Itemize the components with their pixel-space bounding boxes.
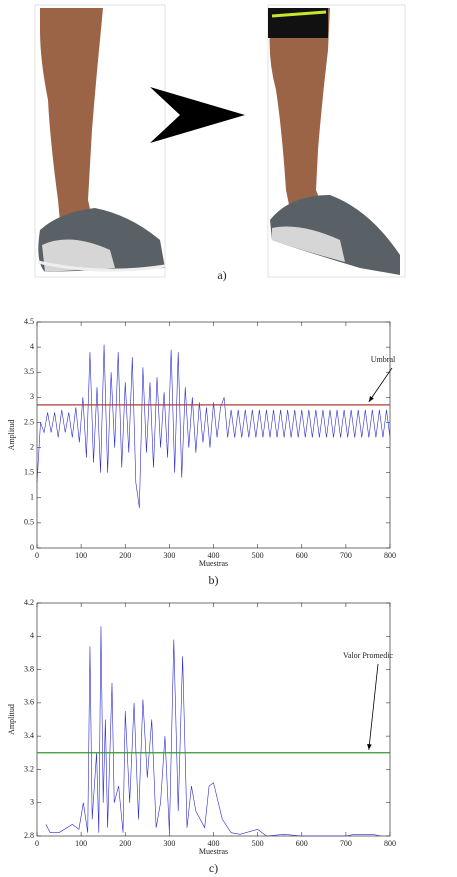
photo-after (267, 4, 406, 278)
y-tick-label: 2.8 (24, 831, 34, 840)
y-tick-label: 0 (30, 543, 34, 552)
y-tick-label: 2 (30, 442, 34, 451)
x-tick-label: 300 (163, 839, 175, 848)
plot-frame (36, 602, 391, 837)
x-tick-label: 500 (252, 551, 264, 560)
arrow (150, 87, 245, 143)
y-tick-label: 3.2 (24, 764, 34, 773)
panel-caption: b) (209, 573, 219, 587)
y-tick-label: 4.5 (24, 317, 34, 326)
y-axis-label: Amplitud (7, 704, 16, 735)
x-tick-label: 0 (35, 551, 39, 560)
x-tick-label: 300 (163, 551, 175, 560)
x-tick-label: 700 (340, 839, 352, 848)
x-tick-label: 600 (296, 551, 308, 560)
y-axis-label: Amplitud (7, 420, 16, 451)
y-tick-label: 3.8 (24, 664, 34, 673)
x-tick-label: 700 (340, 551, 352, 560)
annotation: Valor Promedic (343, 651, 393, 660)
annotation-arrow (368, 663, 379, 750)
x-tick-label: 0 (35, 839, 39, 848)
x-tick-label: 200 (119, 839, 131, 848)
y-tick-label: 1 (30, 493, 34, 502)
panel-caption: c) (209, 861, 218, 875)
x-tick-label: 800 (384, 551, 396, 560)
y-tick-label: 2.5 (24, 417, 34, 426)
y-tick-label: 3.5 (24, 367, 34, 376)
x-axis-label: Muestras (199, 847, 228, 856)
panel-caption: a) (217, 268, 226, 282)
x-tick-label: 400 (208, 839, 220, 848)
annotation-arrowhead (367, 744, 372, 750)
plot-frame (36, 321, 391, 549)
y-tick-label: 3 (30, 798, 34, 807)
y-tick-label: 3.4 (24, 731, 34, 740)
y-tick-label: 1.5 (24, 467, 34, 476)
photo-before (34, 4, 166, 278)
x-tick-label: 500 (252, 839, 264, 848)
x-tick-label: 400 (208, 551, 220, 560)
y-tick-label: 4.2 (24, 598, 34, 607)
x-tick-label: 800 (384, 839, 396, 848)
annotation-arrowhead (368, 395, 374, 402)
annotation-arrow (368, 367, 393, 403)
x-tick-label: 600 (296, 839, 308, 848)
y-tick-label: 3.6 (24, 698, 34, 707)
annotation: Umbral (371, 355, 396, 364)
y-tick-label: 4 (30, 342, 34, 351)
data-line (36, 344, 391, 508)
x-tick-label: 100 (75, 839, 87, 848)
y-tick-label: 0.5 (24, 518, 34, 527)
x-tick-label: 100 (75, 551, 87, 560)
y-tick-label: 4 (30, 631, 34, 640)
data-line (45, 626, 382, 837)
y-tick-label: 3 (30, 392, 34, 401)
x-axis-label: Muestras (199, 559, 228, 568)
x-tick-label: 200 (119, 551, 131, 560)
